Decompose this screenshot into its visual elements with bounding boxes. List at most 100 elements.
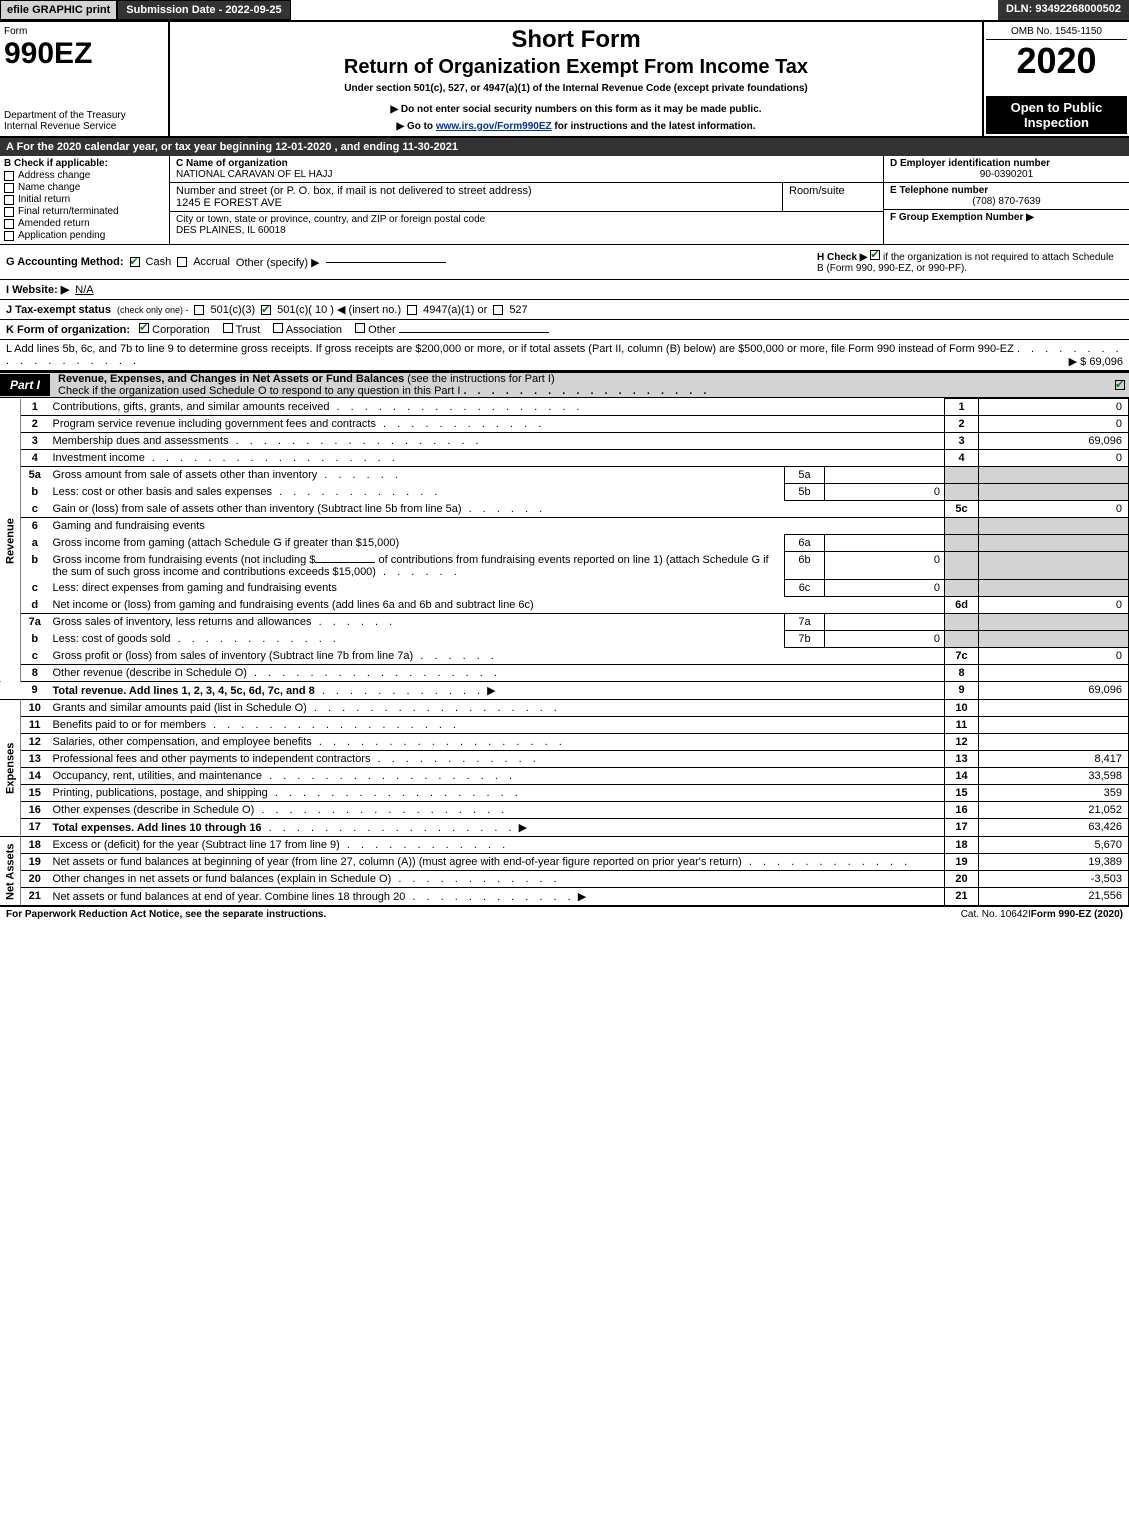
line-value: 63,426 bbox=[979, 819, 1129, 837]
ein-value: 90-0390201 bbox=[890, 169, 1123, 180]
line-value: 0 bbox=[979, 399, 1129, 416]
j-527-checkbox[interactable] bbox=[493, 305, 503, 315]
blank-input[interactable] bbox=[315, 562, 375, 563]
c-street-label: Number and street (or P. O. box, if mail… bbox=[176, 185, 532, 197]
b-address-change[interactable]: Address change bbox=[4, 170, 165, 181]
sub-value: 0 bbox=[825, 552, 945, 580]
footer-left: For Paperwork Reduction Act Notice, see … bbox=[6, 909, 961, 920]
line-number: 9 bbox=[21, 682, 49, 700]
line-desc: Net assets or fund balances at end of ye… bbox=[49, 888, 945, 906]
j-501c-checkbox[interactable] bbox=[261, 305, 271, 315]
line-index: 17 bbox=[945, 819, 979, 837]
sub-index: 6a bbox=[785, 535, 825, 552]
b-final-return[interactable]: Final return/terminated bbox=[4, 206, 165, 217]
line-desc: Net assets or fund balances at beginning… bbox=[49, 854, 945, 871]
part1-checkbox[interactable] bbox=[1115, 380, 1125, 390]
l-text: L Add lines 5b, 6c, and 7b to line 9 to … bbox=[6, 343, 1014, 355]
line-index bbox=[945, 631, 979, 648]
efile-print-label: efile GRAPHIC print bbox=[0, 0, 117, 20]
line-index bbox=[945, 484, 979, 501]
footer-right: Form 990-EZ (2020) bbox=[1031, 909, 1123, 920]
line-value: 21,052 bbox=[979, 802, 1129, 819]
sub-value bbox=[825, 535, 945, 552]
g-other-input[interactable] bbox=[326, 262, 446, 263]
g-cash-checkbox[interactable] bbox=[130, 257, 140, 267]
line-index: 6d bbox=[945, 597, 979, 614]
b-column: B Check if applicable: Address change Na… bbox=[0, 156, 170, 244]
revenue-category: Revenue bbox=[0, 399, 21, 682]
k-corp-checkbox[interactable] bbox=[139, 323, 149, 333]
line-number: 8 bbox=[21, 665, 49, 682]
c-city-label: City or town, state or province, country… bbox=[176, 214, 485, 225]
checkbox-icon bbox=[4, 195, 14, 205]
line-number: 3 bbox=[21, 433, 49, 450]
b-application-pending[interactable]: Application pending bbox=[4, 230, 165, 241]
line-value: 0 bbox=[979, 648, 1129, 665]
line-desc: Excess or (deficit) for the year (Subtra… bbox=[49, 837, 945, 854]
part1-check-text: Check if the organization used Schedule … bbox=[58, 385, 460, 397]
b-name-change[interactable]: Name change bbox=[4, 182, 165, 193]
h-checkbox[interactable] bbox=[870, 250, 880, 260]
c-room-label: Room/suite bbox=[789, 185, 845, 197]
line-desc: Printing, publications, postage, and shi… bbox=[49, 785, 945, 802]
line-desc: Investment income bbox=[49, 450, 945, 467]
arrow-icon bbox=[575, 891, 587, 903]
line-value bbox=[979, 552, 1129, 580]
j-501c-label: 501(c)( 10 ) ◀ (insert no.) bbox=[277, 303, 401, 316]
k-assoc-checkbox[interactable] bbox=[273, 323, 283, 333]
line-value bbox=[979, 484, 1129, 501]
line-number: b bbox=[21, 552, 49, 580]
line-number: 17 bbox=[21, 819, 49, 837]
line-desc: Gross income from fundraising events (no… bbox=[49, 552, 785, 580]
b-application-pending-label: Application pending bbox=[18, 230, 105, 241]
open-inspection: Open to Public Inspection bbox=[986, 96, 1127, 134]
line-value bbox=[979, 467, 1129, 484]
line-number: 5a bbox=[21, 467, 49, 484]
spacer bbox=[291, 0, 998, 20]
b-initial-return[interactable]: Initial return bbox=[4, 194, 165, 205]
k-trust-checkbox[interactable] bbox=[223, 323, 233, 333]
goto-link[interactable]: www.irs.gov/Form990EZ bbox=[436, 121, 552, 132]
line-index: 12 bbox=[945, 734, 979, 751]
page-footer: For Paperwork Reduction Act Notice, see … bbox=[0, 906, 1129, 922]
k-other-input[interactable] bbox=[399, 332, 549, 333]
line-number: 20 bbox=[21, 871, 49, 888]
form-header: Form 990EZ Department of the Treasury In… bbox=[0, 22, 1129, 138]
j-row: J Tax-exempt status (check only one) - 5… bbox=[0, 300, 1129, 320]
line-number: 13 bbox=[21, 751, 49, 768]
b-title: B Check if applicable: bbox=[4, 158, 165, 169]
line-desc: Less: direct expenses from gaming and fu… bbox=[49, 580, 785, 597]
line-number: c bbox=[21, 501, 49, 518]
j-527-label: 527 bbox=[509, 304, 527, 316]
d-label: D Employer identification number bbox=[890, 158, 1050, 169]
line-value: 19,389 bbox=[979, 854, 1129, 871]
j-501c3-checkbox[interactable] bbox=[194, 305, 204, 315]
line-desc: Membership dues and assessments bbox=[49, 433, 945, 450]
line-desc: Salaries, other compensation, and employ… bbox=[49, 734, 945, 751]
line-index: 15 bbox=[945, 785, 979, 802]
omb-number: OMB No. 1545-1150 bbox=[986, 24, 1127, 40]
line-number: 19 bbox=[21, 854, 49, 871]
line-value bbox=[979, 631, 1129, 648]
form-label: Form bbox=[4, 26, 164, 37]
line-value bbox=[979, 665, 1129, 682]
g-accrual-checkbox[interactable] bbox=[177, 257, 187, 267]
line-desc: Total revenue. Add lines 1, 2, 3, 4, 5c,… bbox=[49, 682, 945, 700]
j-4947-checkbox[interactable] bbox=[407, 305, 417, 315]
b-amended-return[interactable]: Amended return bbox=[4, 218, 165, 229]
line-number: c bbox=[21, 580, 49, 597]
sub-index: 5a bbox=[785, 467, 825, 484]
line-number: 6 bbox=[21, 518, 49, 535]
line-desc: Gain or (loss) from sale of assets other… bbox=[49, 501, 945, 518]
line-index: 10 bbox=[945, 700, 979, 717]
c-name-cell: C Name of organization NATIONAL CARAVAN … bbox=[170, 156, 883, 183]
k-other-checkbox[interactable] bbox=[355, 323, 365, 333]
line-number: c bbox=[21, 648, 49, 665]
line-value: 21,556 bbox=[979, 888, 1129, 906]
checkbox-icon bbox=[4, 231, 14, 241]
line-number: 2 bbox=[21, 416, 49, 433]
c-column: C Name of organization NATIONAL CARAVAN … bbox=[170, 156, 884, 244]
sub-index: 7b bbox=[785, 631, 825, 648]
line-value: 0 bbox=[979, 501, 1129, 518]
line-value bbox=[979, 717, 1129, 734]
